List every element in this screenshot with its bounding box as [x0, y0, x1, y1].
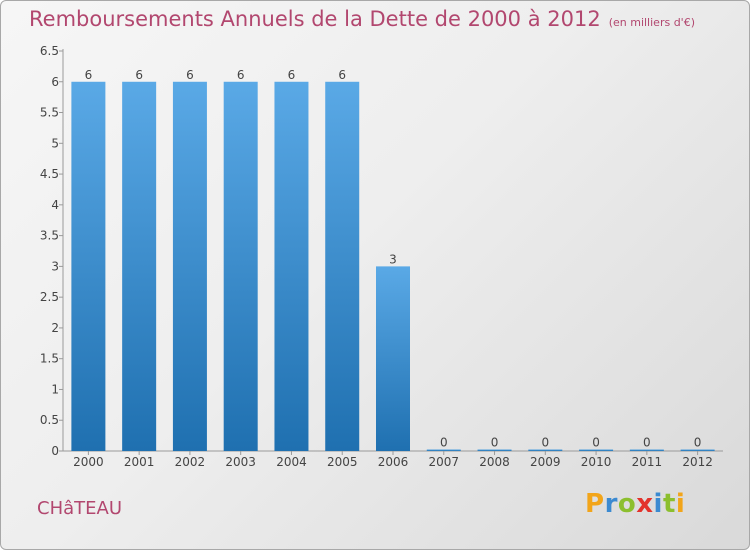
chart-title: Remboursements Annuels de la Dette de 20… [29, 7, 695, 31]
bar [477, 449, 512, 451]
logo-letter: x [636, 489, 654, 519]
bar [172, 81, 207, 452]
bar [680, 449, 715, 451]
y-tick-label: 5 [51, 136, 59, 150]
bar [629, 449, 664, 451]
y-tick-label: 0 [51, 444, 59, 458]
y-tick-label: 4 [51, 198, 59, 212]
chart-title-text: Remboursements Annuels de la Dette de 20… [29, 7, 601, 31]
logo-letter: o [617, 489, 637, 519]
bar [579, 449, 614, 451]
bar [528, 449, 563, 451]
x-tick-label: 2010 [581, 455, 612, 469]
x-tick-label: 2001 [124, 455, 155, 469]
bar [71, 81, 106, 452]
y-tick-label: 6 [51, 75, 59, 89]
data-label: 6 [85, 68, 93, 82]
data-label: 3 [389, 252, 397, 266]
data-label: 6 [237, 68, 245, 82]
x-tick-label: 2007 [428, 455, 459, 469]
bar [325, 81, 360, 452]
bar [376, 266, 410, 451]
data-label: 0 [491, 436, 499, 450]
x-tick-label: 2005 [327, 455, 358, 469]
data-label: 6 [288, 68, 296, 82]
y-tick-label: 2 [51, 321, 59, 335]
bar [223, 81, 258, 452]
data-label: 0 [440, 436, 448, 450]
logo-letter: i [653, 489, 663, 519]
data-label: 6 [186, 68, 194, 82]
data-label: 6 [338, 68, 346, 82]
x-tick-label: 2012 [682, 455, 713, 469]
data-label: 6 [135, 68, 143, 82]
y-tick-label: 1.5 [40, 352, 59, 366]
data-label: 0 [643, 436, 651, 450]
x-tick-label: 2006 [378, 455, 409, 469]
logo-letter: P [585, 489, 605, 519]
x-tick-label: 2003 [225, 455, 256, 469]
y-tick-label: 5.5 [40, 106, 59, 120]
logo-letter: i [675, 489, 686, 519]
logo-letter: t [662, 489, 676, 519]
y-tick-label: 2.5 [40, 290, 59, 304]
data-label: 0 [541, 436, 549, 450]
commune-name: CHâTEAU [37, 498, 122, 519]
y-tick-label: 3.5 [40, 229, 59, 243]
proxiti-logo: Proxiti [585, 489, 685, 519]
x-tick-label: 2009 [530, 455, 561, 469]
data-label: 0 [592, 436, 600, 450]
bar [122, 81, 157, 452]
bar [274, 81, 309, 452]
chart-unit-note: (en milliers d'€) [608, 16, 695, 29]
y-tick-label: 1 [51, 382, 59, 396]
y-tick-label: 3 [51, 259, 59, 273]
x-tick-label: 2011 [632, 455, 663, 469]
x-tick-label: 2004 [276, 455, 307, 469]
x-tick-label: 2000 [73, 455, 104, 469]
logo-letter: r [604, 489, 618, 519]
bar [426, 449, 461, 451]
y-tick-label: 6.5 [40, 44, 59, 58]
x-tick-label: 2002 [175, 455, 206, 469]
x-tick-label: 2008 [479, 455, 510, 469]
y-tick-label: 0.5 [40, 413, 59, 427]
y-tick-label: 4.5 [40, 167, 59, 181]
data-label: 0 [694, 436, 702, 450]
